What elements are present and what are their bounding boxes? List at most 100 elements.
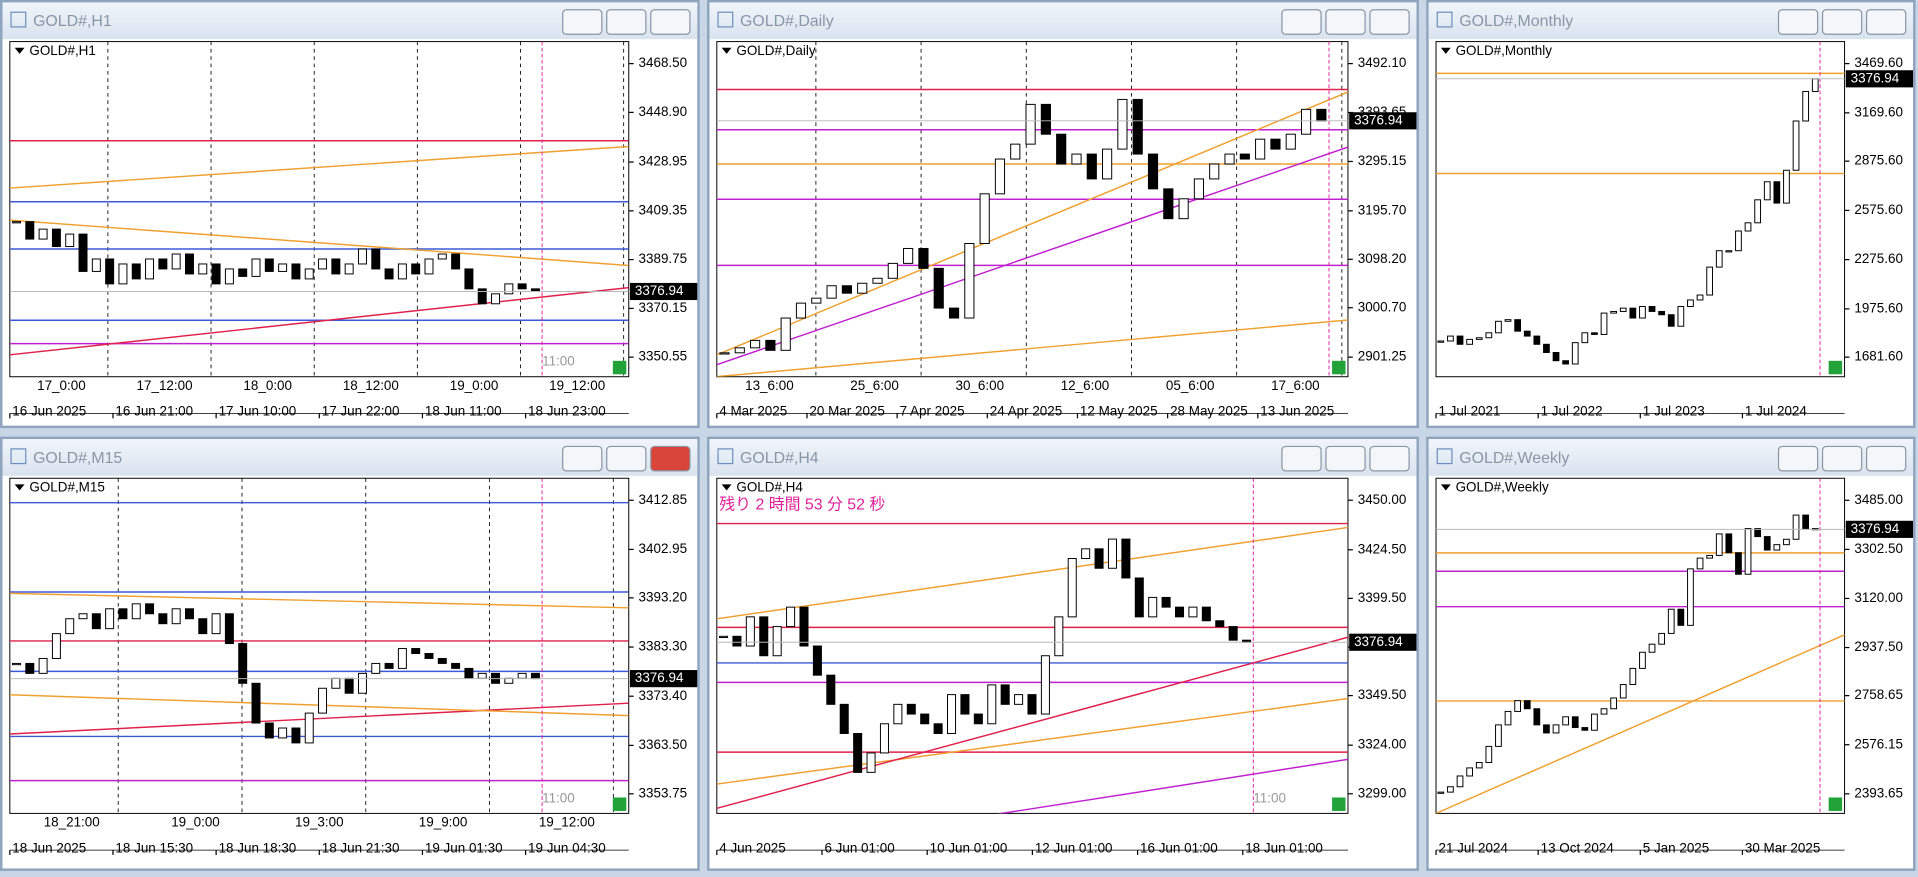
window-icon (10, 11, 27, 28)
time-label: 19 Jun 04:30 (528, 840, 606, 855)
candle (893, 703, 903, 725)
y-tick-label: 3324.00 (1358, 737, 1407, 752)
maximize-button[interactable] (1325, 445, 1366, 472)
y-tick-label: 3373.40 (639, 688, 688, 703)
window-icon (717, 448, 734, 465)
window-title: GOLD#,M15 (33, 450, 122, 467)
symbol-toggle[interactable] (1440, 47, 1451, 54)
candle (973, 713, 983, 725)
y-tick-label: 2393.65 (1854, 785, 1903, 800)
drawn-line (716, 146, 1348, 366)
candle (357, 672, 367, 694)
maximize-button[interactable] (606, 9, 647, 35)
candle (411, 263, 421, 275)
close-button[interactable] (650, 445, 691, 472)
time-label: 6 Jun 01:00 (824, 840, 894, 855)
close-button[interactable] (650, 9, 691, 35)
close-button[interactable] (1865, 9, 1907, 35)
candle (278, 727, 288, 739)
status-button[interactable] (1332, 360, 1346, 375)
candle (291, 727, 301, 744)
maximize-button[interactable] (1821, 9, 1863, 35)
period-label: 18_12:00 (343, 378, 399, 393)
chart-window: GOLD#,Weekly 21 Jul 2024 13 Oct 2024 5 Jan … (1426, 436, 1916, 871)
minimize-button[interactable] (1281, 445, 1322, 472)
candle (344, 263, 354, 275)
drawn-line (9, 219, 629, 267)
candle (1193, 178, 1205, 200)
candle (1735, 552, 1742, 575)
drawn-line (9, 592, 629, 609)
maximize-button[interactable] (606, 445, 647, 472)
candle (732, 635, 742, 647)
candle (1648, 306, 1656, 312)
close-button[interactable] (1369, 445, 1410, 472)
chart-window: GOLD#,H1 17_0:00 17_12:00 18_0:00 18_12:00 19… (0, 0, 700, 429)
symbol-toggle[interactable] (14, 484, 25, 491)
symbol-toggle[interactable] (721, 47, 732, 54)
status-button[interactable] (1332, 797, 1346, 811)
candle (1581, 332, 1589, 344)
time-label: 30 Mar 2025 (1745, 840, 1820, 855)
candle (91, 258, 101, 272)
candle (1639, 651, 1646, 669)
candle (1610, 697, 1618, 710)
status-button[interactable] (1828, 797, 1843, 811)
candle (1658, 632, 1666, 645)
candle (78, 613, 88, 620)
time-label: 10 Jun 01:00 (930, 840, 1008, 855)
candle (1619, 684, 1627, 699)
period-label: 19_9:00 (419, 815, 468, 830)
time-label: 19 Jun 01:30 (425, 840, 503, 855)
symbol-toggle[interactable] (721, 484, 732, 491)
minimize-button[interactable] (1777, 445, 1819, 472)
candle (1552, 724, 1560, 734)
candle (371, 248, 381, 270)
minimize-button[interactable] (562, 9, 603, 35)
candle (1792, 120, 1800, 171)
close-button[interactable] (1865, 445, 1907, 472)
maximize-button[interactable] (1821, 445, 1863, 472)
y-tick-label: 3299.00 (1358, 785, 1407, 800)
candle (437, 253, 447, 260)
candle (38, 228, 48, 240)
candle (1134, 577, 1144, 618)
period-label: 18_0:00 (243, 378, 292, 393)
maximize-button[interactable] (1325, 9, 1366, 35)
candle (1773, 544, 1781, 551)
status-button[interactable] (612, 797, 627, 811)
status-button[interactable] (1828, 360, 1843, 375)
candle (318, 258, 328, 270)
candle (1706, 554, 1714, 559)
minimize-button[interactable] (1777, 9, 1819, 35)
minimize-button[interactable] (1281, 9, 1322, 35)
candle (795, 302, 807, 319)
status-button[interactable] (612, 360, 627, 375)
plot-area (716, 477, 1349, 814)
y-tick-label: 3399.50 (1358, 590, 1407, 605)
candle (384, 662, 394, 669)
candle (504, 283, 514, 295)
candle (105, 608, 115, 630)
candle (1562, 360, 1570, 365)
minimize-button[interactable] (562, 445, 603, 472)
drawn-line (1436, 634, 1845, 814)
y-tick-label: 3349.50 (1358, 687, 1407, 702)
symbol-toggle[interactable] (14, 47, 25, 54)
chart-window: GOLD#,Monthly 1 Jul 2021 1 Jul 2022 1 Jul 2… (1426, 0, 1916, 429)
plot (716, 41, 1348, 377)
symbol-toggle[interactable] (1440, 484, 1451, 491)
y-tick-label: 2875.60 (1854, 153, 1903, 168)
candle (158, 613, 168, 625)
time-label: 18 Jun 23:00 (528, 404, 606, 419)
candle (264, 258, 274, 272)
period-label: 12_6:00 (1061, 378, 1110, 393)
y-tick-label: 3492.10 (1358, 55, 1407, 70)
candle (1802, 514, 1810, 530)
candle (786, 606, 796, 628)
candle (1437, 340, 1445, 343)
close-button[interactable] (1369, 9, 1410, 35)
time-label: 12 Jun 01:00 (1035, 840, 1113, 855)
candle (948, 307, 960, 319)
price-tag (1349, 633, 1417, 651)
